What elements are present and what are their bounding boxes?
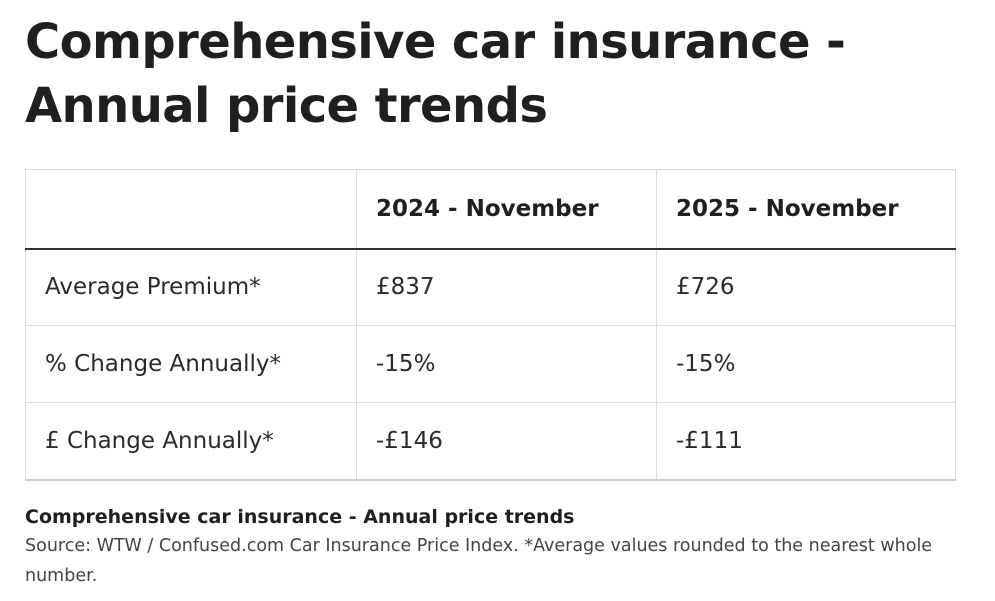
table-row: % Change Annually* -15% -15% — [25, 325, 956, 403]
cell-average-premium-2025: £726 — [656, 248, 956, 326]
table-row: Average Premium* £837 £726 — [25, 248, 956, 326]
table-header: 2024 - November 2025 - November — [25, 169, 956, 250]
price-trends-table: 2024 - November 2025 - November Average … — [25, 169, 956, 481]
table-caption: Comprehensive car insurance - Annual pri… — [25, 505, 965, 591]
table-row: £ Change Annually* -£146 -£111 — [25, 402, 956, 481]
caption-title: Comprehensive car insurance - Annual pri… — [25, 506, 575, 528]
page-title: Comprehensive car insurance - Annual pri… — [25, 14, 846, 134]
table-header-row: 2024 - November 2025 - November — [25, 169, 956, 250]
cell-pound-change-2024: -£146 — [356, 402, 657, 481]
cell-percent-change-2024: -15% — [356, 325, 657, 403]
table-body: Average Premium* £837 £726 % Change Annu… — [25, 248, 956, 481]
header-cell-2024-november: 2024 - November — [356, 169, 657, 250]
cell-average-premium-2024: £837 — [356, 248, 657, 326]
price-trends-table-container: 2024 - November 2025 - November Average … — [25, 169, 956, 481]
header-cell-empty — [25, 169, 357, 250]
cell-percent-change-2025: -15% — [656, 325, 956, 403]
row-label-average-premium: Average Premium* — [25, 248, 357, 326]
header-cell-2025-november: 2025 - November — [656, 169, 956, 250]
row-label-pound-change: £ Change Annually* — [25, 402, 357, 481]
caption-source: Source: WTW / Confused.com Car Insurance… — [25, 536, 933, 586]
cell-pound-change-2025: -£111 — [656, 402, 956, 481]
row-label-percent-change: % Change Annually* — [25, 325, 357, 403]
